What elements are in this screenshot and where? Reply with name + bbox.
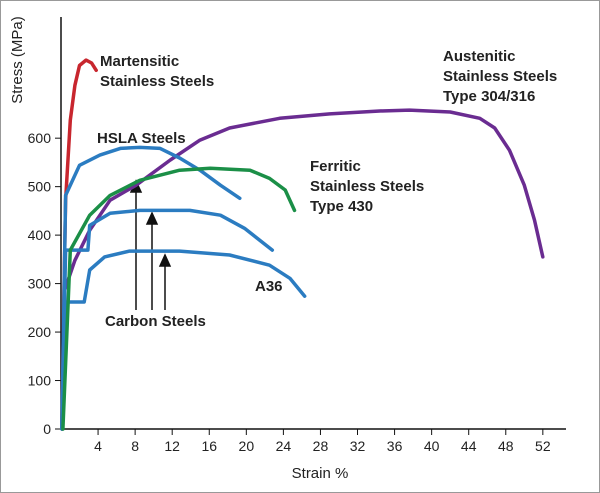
x-tick-label: 36 [387, 438, 403, 454]
x-tick-label: 12 [164, 438, 180, 454]
x-tick-label: 44 [461, 438, 477, 454]
x-tick-label: 16 [201, 438, 217, 454]
x-tick-label: 40 [424, 438, 440, 454]
x-tick-label: 52 [535, 438, 551, 454]
annotation-line: A36 [255, 278, 283, 295]
y-tick-label: 300 [28, 276, 52, 292]
annotation: Austenitic Stainless Steels Type 304/316 [443, 48, 557, 105]
annotation: HSLA Steels [97, 130, 186, 147]
annotation: Carbon Steels [105, 313, 206, 330]
y-tick-label: 0 [43, 421, 51, 437]
y-tick-label: 600 [28, 130, 52, 146]
annotation-line: Martensitic [100, 53, 179, 70]
y-tick-label: 400 [28, 227, 52, 243]
y-tick-label: 500 [28, 179, 52, 195]
curve [60, 249, 307, 431]
x-tick-label: 48 [498, 438, 514, 454]
annotation-line: Type 430 [310, 198, 373, 215]
x-axis-label: Strain % [292, 465, 349, 482]
x-tick-label: 20 [239, 438, 255, 454]
y-tick-label: 100 [28, 373, 52, 389]
annotation-line: Stainless Steels [100, 73, 214, 90]
curve [60, 145, 242, 431]
arrow-head [158, 253, 172, 267]
annotation-line: Carbon Steels [105, 313, 206, 330]
x-tick-label: 28 [313, 438, 329, 454]
curve [61, 166, 297, 431]
annotation-line: Type 304/316 [443, 88, 535, 105]
y-axis-label: Stress (MPa) [9, 16, 26, 104]
annotation: Martensitic Stainless Steels [100, 53, 214, 90]
annotation-line: Austenitic [443, 48, 516, 65]
x-tick-label: 8 [131, 438, 139, 454]
annotation-line: Ferritic [310, 158, 361, 175]
annotation: A36 [255, 278, 283, 295]
annotation: Ferritic Stainless Steels Type 430 [310, 158, 424, 215]
x-tick-label: 4 [94, 438, 102, 454]
annotation-line: HSLA Steels [97, 130, 186, 147]
curve [60, 208, 275, 431]
annotation-line: Stainless Steels [443, 68, 557, 85]
x-tick-label: 32 [350, 438, 366, 454]
annotation-line: Stainless Steels [310, 178, 424, 195]
x-tick-label: 24 [276, 438, 292, 454]
arrow-head [145, 211, 159, 225]
y-tick-label: 200 [28, 324, 52, 340]
